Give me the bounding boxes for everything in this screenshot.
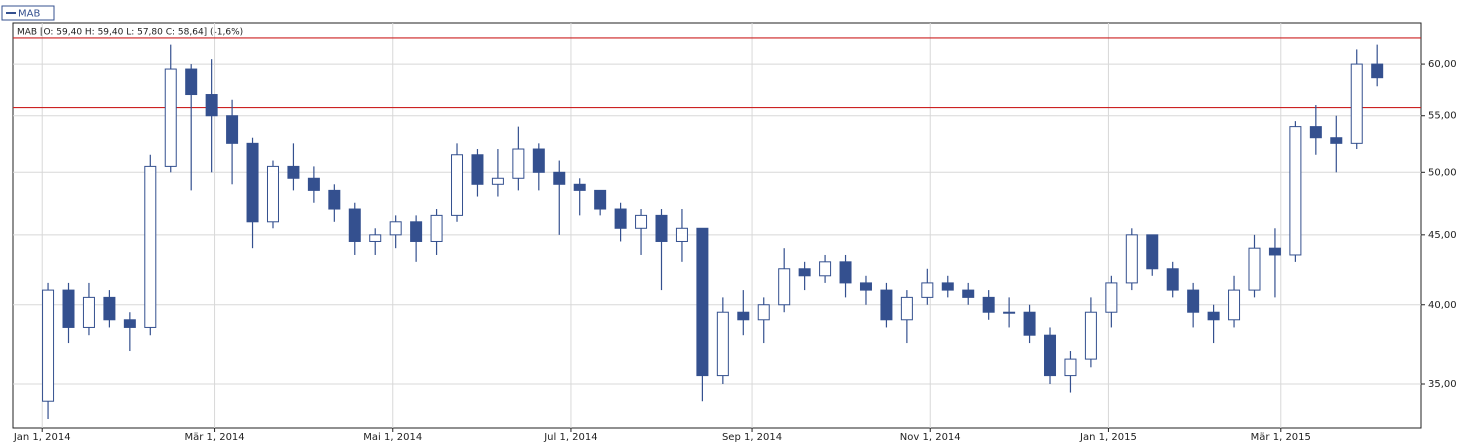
candle-body xyxy=(839,261,852,284)
x-tick-label: Jul 1, 2014 xyxy=(543,432,597,443)
candle-body xyxy=(1187,289,1200,313)
candle-body xyxy=(369,234,382,242)
candle-body xyxy=(144,165,157,328)
candle-body xyxy=(635,214,648,229)
x-tick-label: Jan 1, 2014 xyxy=(13,432,71,443)
candle-body xyxy=(819,261,832,277)
candle-body xyxy=(1166,268,1179,291)
candle-body xyxy=(553,171,566,185)
candle-body xyxy=(594,189,607,210)
candle-body xyxy=(1003,311,1016,314)
x-tick-label: Jan 1, 2015 xyxy=(1079,432,1137,443)
plot-frame xyxy=(12,22,1422,429)
candle-body xyxy=(921,282,934,298)
candle-body xyxy=(226,115,239,144)
candle-body xyxy=(205,94,218,117)
x-tick-label: Nov 1, 2014 xyxy=(900,432,961,443)
y-tick-label: 35,00 xyxy=(1428,379,1457,390)
candle-body xyxy=(941,282,954,291)
candle-body xyxy=(757,304,770,321)
x-tick-label: Mär 1, 2014 xyxy=(184,432,244,443)
candle-body xyxy=(1023,311,1036,336)
candle-body xyxy=(410,221,423,242)
candle-body xyxy=(491,177,504,185)
candle-body xyxy=(982,296,995,313)
legend-box xyxy=(1,5,55,21)
candle-body xyxy=(900,296,913,321)
candle-body xyxy=(348,208,361,242)
candle-body xyxy=(1105,282,1118,313)
candle-body xyxy=(573,183,586,191)
candle-body xyxy=(328,189,341,210)
candle-body xyxy=(778,268,791,306)
candle-body xyxy=(859,282,872,291)
y-tick-label: 50,00 xyxy=(1428,167,1457,178)
ohlc-info: MAB [O: 59,40 H: 59,40 L: 57,80 C: 58,64… xyxy=(17,28,243,38)
candle-body xyxy=(103,296,116,321)
candle-body xyxy=(798,268,811,277)
candle-body xyxy=(1309,126,1322,139)
candle-body xyxy=(675,227,688,242)
candle-body xyxy=(962,289,975,298)
candle-body xyxy=(307,177,320,191)
candle-body xyxy=(1044,334,1057,377)
candle-body xyxy=(1125,234,1138,284)
x-tick-label: Mär 1, 2015 xyxy=(1251,432,1311,443)
candle-body xyxy=(737,311,750,321)
candle-body xyxy=(1268,247,1281,256)
candle-body xyxy=(82,296,95,328)
candle-body xyxy=(42,289,55,402)
candle-body xyxy=(1146,234,1159,270)
candle-body xyxy=(880,289,893,321)
candle-body xyxy=(716,311,729,377)
y-tick-label: 40,00 xyxy=(1428,300,1457,311)
x-tick-label: Mai 1, 2014 xyxy=(363,432,422,443)
candle-body xyxy=(451,154,464,216)
candle-body xyxy=(62,289,75,328)
candle-body xyxy=(164,68,177,167)
candle-body xyxy=(1248,247,1261,291)
candle-body xyxy=(1228,289,1241,321)
y-tick-label: 45,00 xyxy=(1428,230,1457,241)
candle-body xyxy=(1207,311,1220,321)
legend-label: MAB xyxy=(18,9,40,20)
y-tick-label: 60,00 xyxy=(1428,59,1457,70)
candle-body xyxy=(696,227,709,377)
candle-body xyxy=(246,142,259,223)
candle-body xyxy=(123,319,136,328)
candle-body xyxy=(655,214,668,242)
candle-body xyxy=(1084,311,1097,360)
candle-body xyxy=(389,221,402,236)
candle-body xyxy=(185,68,198,96)
candle-body xyxy=(1371,63,1384,79)
candle-body xyxy=(266,165,279,223)
candle-body xyxy=(1350,63,1363,144)
candle-body xyxy=(1289,126,1302,256)
candle-body xyxy=(430,214,443,242)
candle-body xyxy=(1064,358,1077,377)
candle-body xyxy=(614,208,627,229)
candle-body xyxy=(1330,137,1343,144)
candle-body xyxy=(471,154,484,185)
candle-body xyxy=(532,148,545,173)
x-tick-label: Sep 1, 2014 xyxy=(722,432,782,443)
candle-body xyxy=(287,165,300,179)
legend: MAB xyxy=(1,5,55,21)
candle-body xyxy=(512,148,525,179)
y-tick-label: 55,00 xyxy=(1428,111,1457,122)
